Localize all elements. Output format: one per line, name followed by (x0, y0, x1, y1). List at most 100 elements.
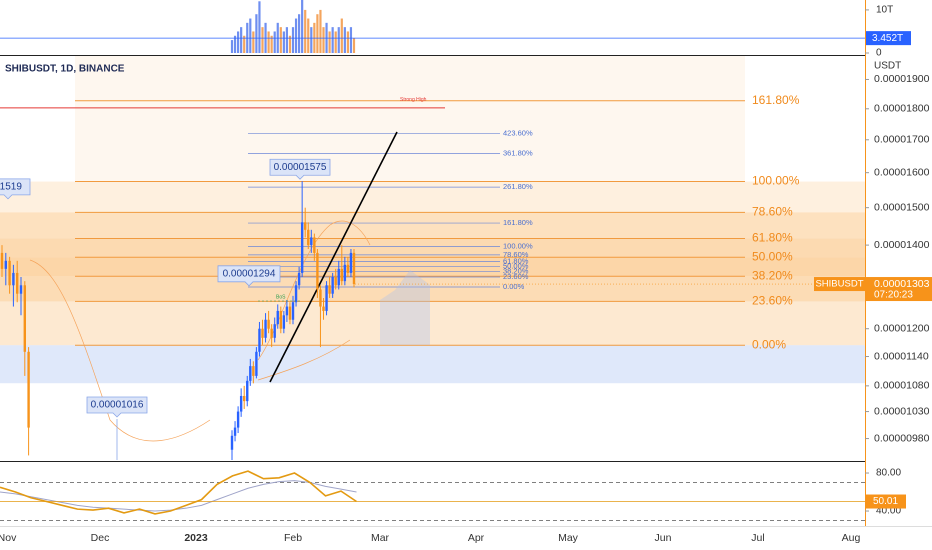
candle-body (16, 272, 19, 294)
fib-minor-label: 38.20% (503, 266, 529, 275)
rsi-tick-label: 80.00 (876, 468, 901, 479)
fib-minor-label: 50.00% (503, 261, 529, 270)
candle-body (255, 351, 258, 376)
volume-bar (328, 31, 331, 53)
candle-body (285, 306, 289, 316)
fib-label: 38.20% (752, 268, 793, 282)
candle-body (340, 268, 343, 282)
candle-body (243, 395, 246, 402)
y-tick-label: 0.00001700 (874, 134, 930, 146)
volume-bar (294, 18, 298, 53)
candle-body (307, 229, 310, 246)
candle-body (291, 302, 295, 320)
candle-body (4, 260, 7, 269)
current-price: 0.00001303 (874, 278, 930, 290)
x-tick-label: Aug (842, 532, 861, 544)
candle-body (313, 237, 316, 253)
fib-zone (0, 238, 865, 258)
rsi-tag (866, 494, 906, 509)
callout-label: 01519 (0, 181, 22, 192)
candle-body (294, 285, 298, 303)
callout-label: 0.00001294 (223, 268, 276, 279)
candle-body (233, 427, 237, 436)
volume-bar (337, 27, 340, 53)
x-tick-label: Mar (371, 532, 390, 544)
chart-title: SHIBUSDT, 1D, BINANCE (5, 64, 125, 75)
volume-bar (233, 35, 237, 53)
candle-body (27, 351, 30, 428)
volume-current: 3.452T (872, 33, 903, 44)
callout-box (217, 265, 281, 287)
volume-bar (307, 18, 310, 53)
candle-body (334, 277, 337, 286)
y-tick-label: 0.00001500 (874, 201, 930, 213)
volume-bar (243, 35, 246, 53)
candle-body (319, 289, 322, 307)
y-tick-label: 0.00000980 (874, 432, 930, 444)
volume-bar (346, 31, 349, 53)
callout-box (86, 396, 148, 418)
fib-zone (0, 212, 865, 239)
x-tick-label: Feb (284, 532, 302, 544)
volume-bar (310, 27, 313, 53)
volume-bar (267, 31, 270, 53)
candle-body (337, 268, 340, 286)
fib-zone (75, 56, 745, 182)
volume-bar (261, 27, 264, 53)
volume-bar (288, 35, 292, 53)
price-tag (866, 277, 932, 302)
volume-bar (316, 14, 319, 53)
candle-body (12, 272, 15, 286)
volume-bar (298, 14, 301, 53)
symbol-tag (814, 277, 865, 292)
candle-body (270, 328, 273, 338)
candle-body (8, 260, 11, 286)
candle-body (310, 237, 313, 246)
fib-zone (0, 301, 865, 346)
candle-body (352, 252, 356, 285)
candle-body (322, 306, 325, 311)
volume-tag (866, 31, 911, 46)
candle-body (0, 252, 4, 269)
callout-box (269, 158, 331, 180)
volume-bar (230, 40, 234, 53)
y-tick-label: 0.00001200 (874, 322, 930, 334)
volume-bar (304, 9, 307, 54)
rsi-values (0, 470, 357, 515)
candle-body (304, 222, 307, 230)
callout-box (0, 178, 31, 200)
band-line (257, 339, 351, 381)
candle-body (258, 328, 261, 352)
x-tick-label: Jun (655, 532, 672, 544)
symbol-label: SHIBUSDT (815, 279, 863, 290)
volume-bar (270, 35, 273, 53)
x-tick-label: Dec (91, 532, 110, 544)
volume-bar (291, 27, 295, 53)
candle-body (300, 222, 304, 273)
candle-body (288, 306, 292, 320)
candle-body (346, 264, 350, 273)
candle-body (246, 380, 249, 402)
y-tick-label: 0.00001140 (874, 350, 929, 362)
volume-bar (319, 9, 322, 54)
x-tick-label: Nov (0, 532, 17, 544)
fib-label: 61.80% (752, 231, 793, 245)
trend-line (269, 131, 398, 383)
volume-bar (322, 27, 325, 53)
candle-body (261, 328, 264, 338)
x-tick-label: 2023 (184, 532, 208, 544)
volume-tick-label: 0 (876, 48, 882, 59)
x-tick-label: Apr (468, 532, 485, 544)
candle-body (279, 310, 282, 329)
fib-minor-label: 78.60% (503, 250, 529, 259)
fib-zone (0, 276, 865, 302)
strong-high-label: Strong High (400, 97, 427, 103)
candle-body (325, 285, 328, 311)
fib-zone-low (0, 345, 865, 384)
candle-body (328, 285, 331, 294)
candle-body (264, 319, 267, 338)
fib-label: 100.00% (752, 174, 800, 188)
fib-minor-label: 361.80% (503, 148, 533, 157)
